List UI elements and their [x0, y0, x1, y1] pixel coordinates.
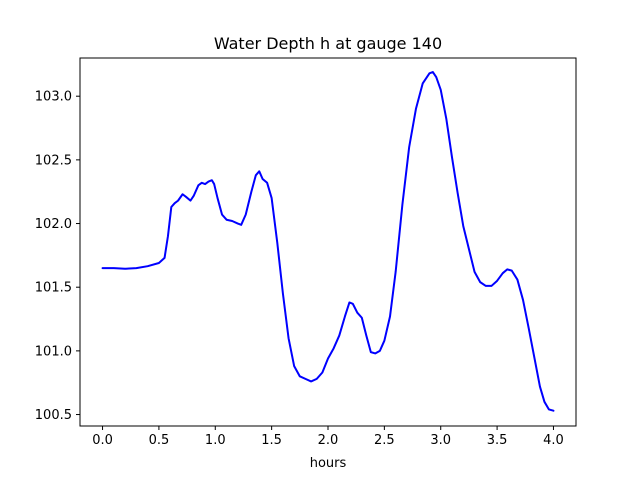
- x-tick-label: 0.0: [92, 433, 113, 448]
- x-tick-label: 2.0: [318, 433, 339, 448]
- x-tick-label: 3.5: [487, 433, 508, 448]
- y-tick-label: 100.5: [35, 408, 72, 423]
- y-tick-label: 101.0: [35, 344, 72, 359]
- y-tick-label: 103.0: [35, 90, 72, 105]
- x-tick-label: 4.0: [543, 433, 564, 448]
- y-axis: 100.5 101.0 101.5 102.0 102.5 103.0: [35, 90, 80, 423]
- series-line-0: [101, 71, 555, 412]
- y-tick-label: 102.0: [35, 217, 72, 232]
- chart-title: Water Depth h at gauge 140: [214, 34, 442, 53]
- x-tick-label: 1.0: [205, 433, 226, 448]
- x-axis: 0.0 0.5 1.0 1.5 2.0 2.5 3.0 3.5 4.0: [92, 426, 564, 448]
- x-tick-label: 3.0: [430, 433, 451, 448]
- y-tick-label: 101.5: [35, 281, 72, 296]
- x-axis-label: hours: [310, 456, 347, 471]
- data-layer: [101, 71, 555, 412]
- x-tick-label: 0.5: [149, 433, 170, 448]
- x-tick-label: 2.5: [374, 433, 395, 448]
- y-tick-label: 102.5: [35, 153, 72, 168]
- x-tick-label: 1.5: [261, 433, 282, 448]
